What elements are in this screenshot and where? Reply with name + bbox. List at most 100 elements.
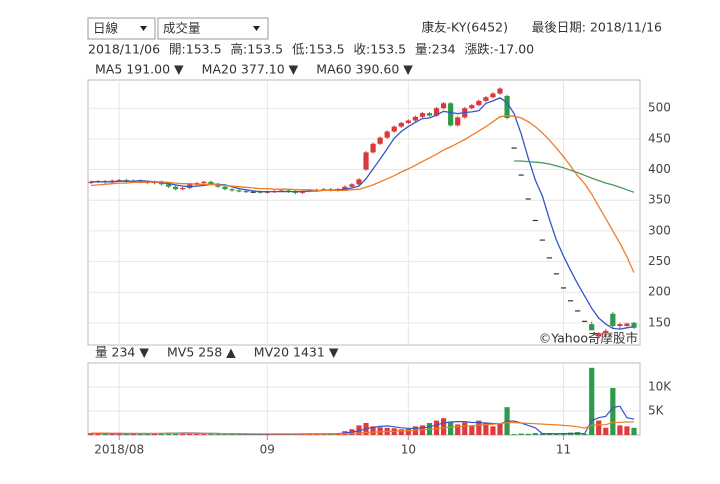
period-select-label[interactable]: 日線 <box>93 21 119 36</box>
volume-bar <box>532 433 538 435</box>
candle-body <box>546 257 552 259</box>
y-tick-label: 150 <box>648 315 671 329</box>
volume-bar <box>462 422 468 435</box>
quote-info: 2018/11/06 <box>88 42 160 57</box>
quote-info: 高:153.5 <box>231 42 284 57</box>
x-tick-label: 10 <box>401 443 416 457</box>
volume-bar <box>151 433 158 435</box>
candle-body <box>567 300 574 302</box>
candle-body <box>349 184 355 187</box>
legend-value: 1431 <box>293 345 325 360</box>
ma-line <box>91 97 635 330</box>
volume-bar <box>130 433 136 435</box>
last-date: 最後日期: 2018/11/16 <box>532 20 662 35</box>
volume-bar <box>144 433 151 435</box>
volume-bar <box>222 433 228 435</box>
volume-bar <box>433 420 440 435</box>
quote-info: 收:153.5 <box>354 42 407 57</box>
candle-body <box>610 313 616 326</box>
y-tick-label: 500 <box>648 101 671 115</box>
legend-name: MA5 <box>95 62 122 77</box>
volume-bar <box>631 427 637 435</box>
candle-body <box>440 103 447 109</box>
volume-bar <box>405 428 411 435</box>
period-select[interactable]: 日線 <box>87 17 156 40</box>
candle-body <box>497 88 503 94</box>
volume-bar <box>469 425 475 435</box>
legend-value: 234 <box>112 345 136 360</box>
volume-bar <box>525 433 531 435</box>
candle-body <box>525 198 531 200</box>
candle-body <box>173 186 179 190</box>
indicator-select-label[interactable]: 成交量 <box>163 21 201 36</box>
ma-line <box>91 421 635 435</box>
volume-bar <box>511 434 517 435</box>
legend-arrow: ▲ <box>226 345 236 360</box>
candle-body <box>617 324 623 326</box>
volume-bar <box>116 433 122 435</box>
y-tick-label: 10K <box>648 380 672 394</box>
y-tick-label: 5K <box>648 404 665 418</box>
volume-bar <box>201 433 207 435</box>
legend-name: 量 <box>95 345 108 360</box>
indicator-select[interactable]: 成交量 <box>157 17 269 40</box>
candle-body <box>532 219 538 222</box>
candle-body <box>236 190 242 192</box>
quote-info: 量:234 <box>415 42 456 57</box>
x-tick-label: 11 <box>556 443 571 457</box>
volume-bar <box>102 433 108 435</box>
candle-body <box>405 120 411 123</box>
quote-info: 漲跌:-17.00 <box>465 42 535 57</box>
volume-bar <box>483 423 489 435</box>
volume-bar <box>603 427 609 435</box>
volume-bar <box>448 421 454 435</box>
candle-body <box>222 186 228 190</box>
candle-body <box>250 191 256 193</box>
legend-arrow: ▼ <box>139 345 149 360</box>
volume-bar <box>109 433 115 435</box>
candle-body <box>419 113 426 117</box>
volume-bar <box>243 434 249 435</box>
candle-body <box>582 320 588 322</box>
candle-body <box>292 191 299 193</box>
candle-body <box>624 323 630 326</box>
volume-bar <box>180 433 186 435</box>
candle-body <box>574 310 581 312</box>
candle-body <box>448 103 454 126</box>
legend-arrow: ▼ <box>403 62 413 77</box>
candle-body <box>631 322 637 328</box>
candle-body <box>490 93 496 98</box>
candle-body <box>229 189 235 191</box>
candle-body <box>342 186 348 190</box>
candle-body <box>518 174 524 176</box>
price-panel <box>87 79 641 346</box>
candle-body <box>553 273 560 275</box>
candle-body <box>356 179 362 185</box>
candle-body <box>539 239 545 241</box>
candle-body <box>180 187 186 190</box>
candle-body <box>426 113 433 116</box>
legend-name: MA20 <box>202 62 237 77</box>
volume-bar <box>194 433 200 435</box>
volume-bar <box>398 429 404 435</box>
candle-body <box>483 97 489 101</box>
x-tick-label: 09 <box>260 443 275 457</box>
volume-bar <box>476 420 482 435</box>
legend-arrow: ▼ <box>174 62 184 77</box>
volume-bar <box>208 433 214 435</box>
volume-bar <box>236 434 242 435</box>
y-tick-label: 400 <box>648 162 671 176</box>
volume-bar <box>582 433 588 435</box>
volume-bar <box>560 433 567 435</box>
y-tick-label: 450 <box>648 131 671 145</box>
watermark: ©Yahoo奇摩股市 <box>539 331 638 346</box>
volume-bar <box>553 434 560 435</box>
y-tick-label: 200 <box>648 285 671 299</box>
legend-arrow: ▼ <box>289 62 299 77</box>
volume-bar <box>624 426 630 435</box>
candle-body <box>243 191 249 193</box>
volume-bar <box>596 420 602 435</box>
candle-body <box>370 143 376 153</box>
ma-line <box>90 405 635 435</box>
